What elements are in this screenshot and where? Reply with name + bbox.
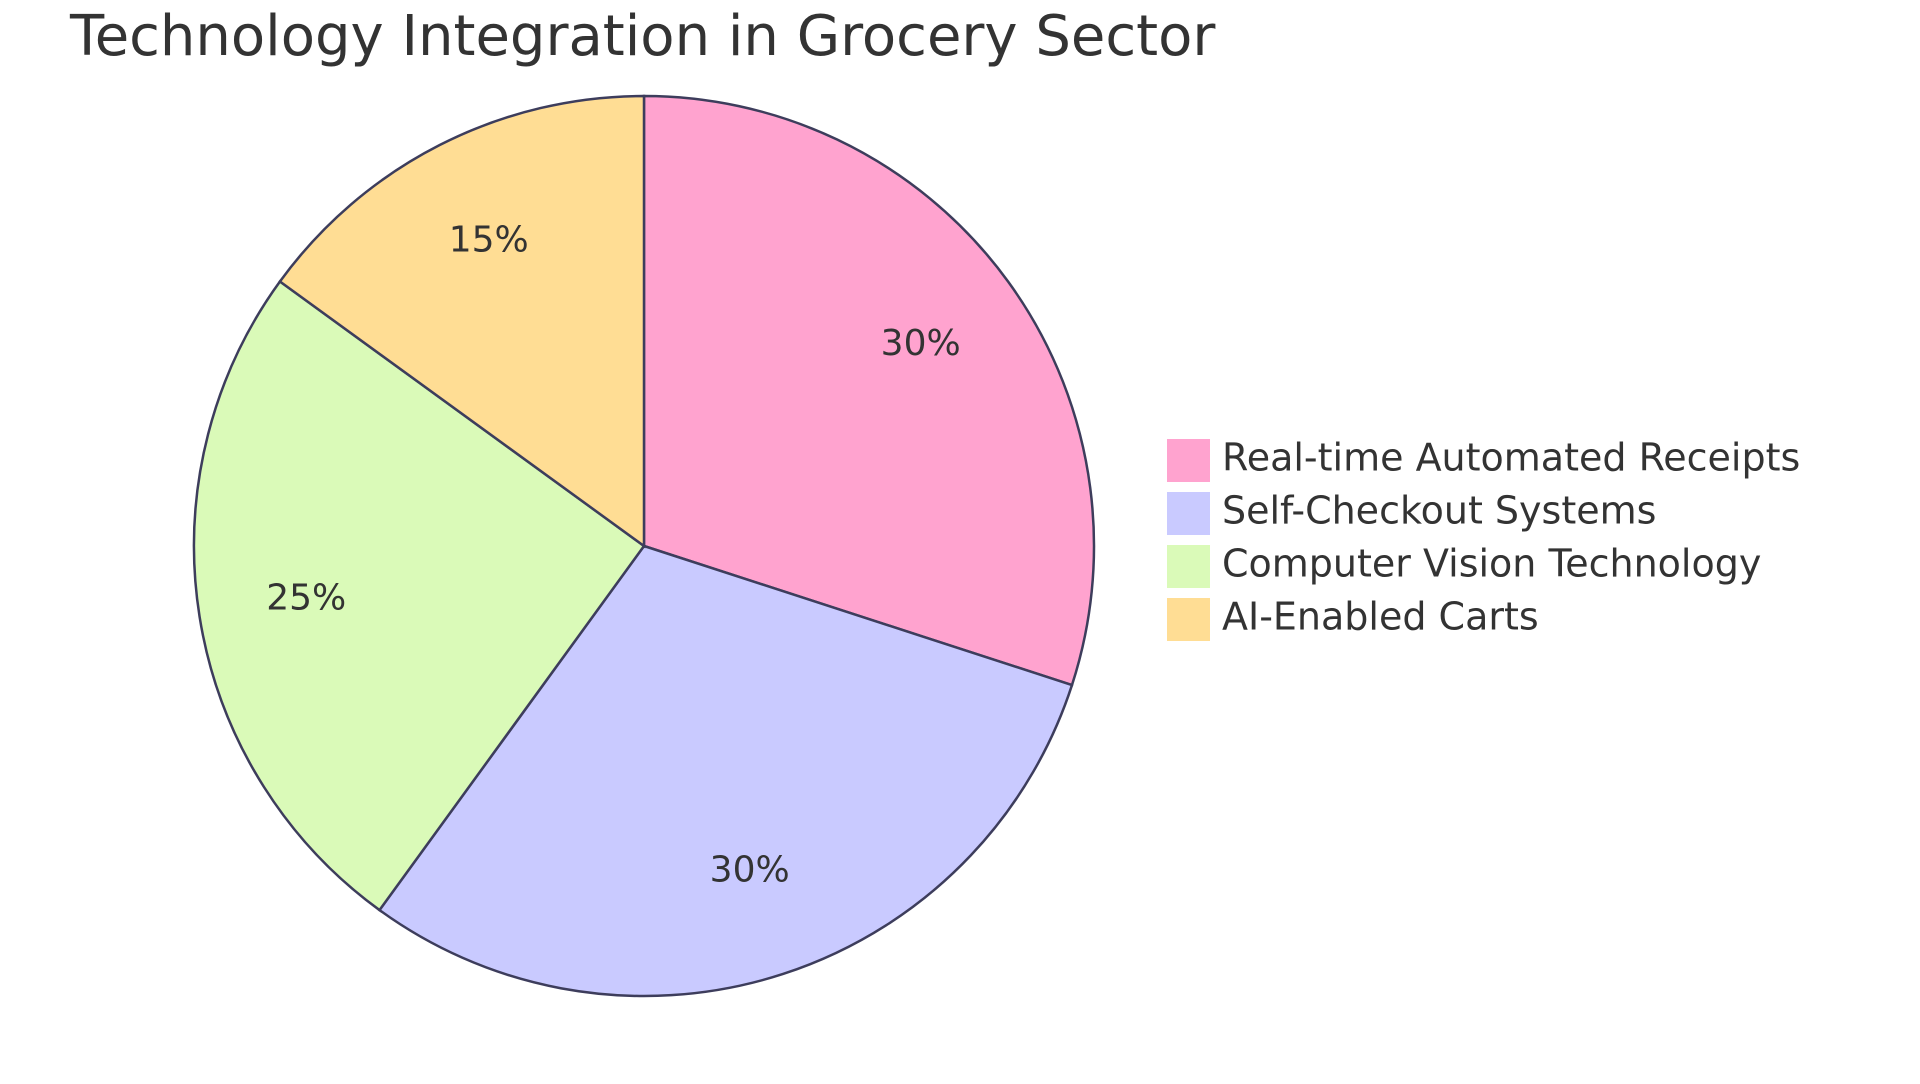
pie-slice: [377, 544, 1074, 998]
legend-label: Self-Checkout Systems: [1222, 489, 1656, 533]
legend-swatch: [1165, 437, 1212, 484]
pie-slice: [192, 279, 646, 912]
legend-swatch: [1165, 543, 1212, 590]
chart-title: Technology Integration in Grocery Sector: [69, 4, 1216, 69]
slice-label: 30%: [881, 323, 961, 364]
pie-slice: [642, 94, 1096, 687]
legend-swatch: [1165, 596, 1212, 643]
legend-label: Real-time Automated Receipts: [1222, 436, 1800, 480]
slice-label: 15%: [449, 219, 529, 260]
legend-label: Computer Vision Technology: [1222, 542, 1761, 586]
pie-slice: [278, 94, 646, 549]
legend-label: AI-Enabled Carts: [1222, 595, 1539, 639]
slice-label: 30%: [710, 849, 790, 890]
legend-swatch: [1165, 490, 1212, 537]
slice-label: 25%: [266, 578, 346, 619]
